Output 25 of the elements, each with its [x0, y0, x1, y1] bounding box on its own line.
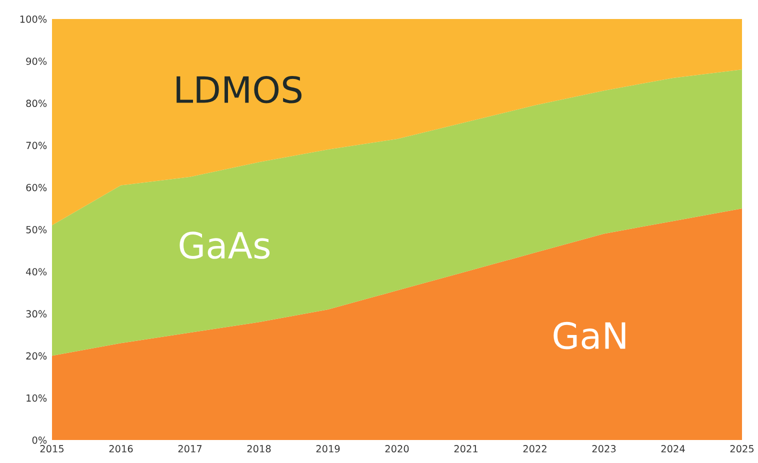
x-tick-label: 2018 [247, 445, 271, 452]
y-tick-label: 50% [26, 226, 47, 234]
x-tick-label: 2024 [661, 445, 685, 452]
y-tick-label: 10% [26, 394, 47, 402]
x-tick-label: 2019 [316, 445, 340, 452]
series-label: LDMOS [176, 76, 302, 104]
x-tick-label: 2016 [109, 445, 133, 452]
x-tick-label: 2017 [178, 445, 202, 452]
x-tick-label: 2023 [592, 445, 616, 452]
y-tick-label: 20% [26, 352, 47, 360]
y-tick-label: 70% [26, 142, 47, 150]
y-tick-label: 0% [32, 436, 47, 444]
series-label: GaN [554, 322, 626, 350]
y-tick-label: 30% [26, 310, 47, 318]
series-label: GaAs [180, 232, 270, 259]
x-tick-label: 2025 [730, 445, 754, 452]
x-tick-label: 2022 [523, 445, 546, 452]
x-tick-label: 2015 [40, 445, 64, 452]
y-tick-label: 60% [26, 184, 47, 192]
y-tick-label: 90% [26, 58, 47, 65]
y-tick-label: 40% [26, 268, 47, 276]
x-tick-label: 2020 [385, 445, 409, 452]
x-tick-label: 2021 [454, 445, 478, 452]
y-tick-label: 80% [26, 100, 47, 108]
y-tick-label: 100% [20, 15, 47, 23]
